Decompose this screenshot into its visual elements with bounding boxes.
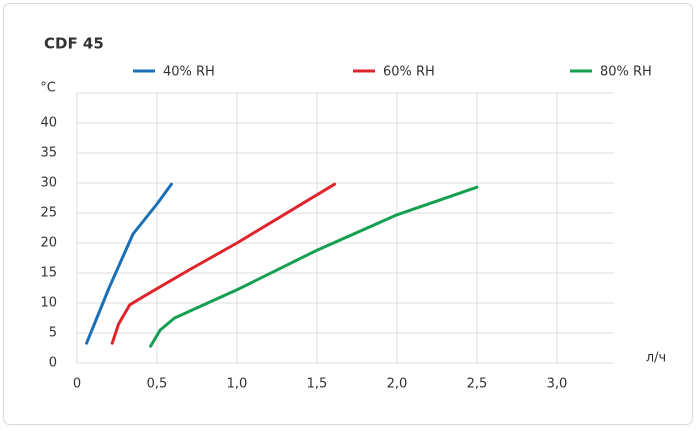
legend-label: 60% RH — [383, 65, 435, 80]
x-tick-label: 1,5 — [307, 377, 328, 392]
legend-label: 80% RH — [600, 65, 652, 80]
y-tick-label: 0 — [49, 356, 57, 371]
y-tick-label: 30 — [40, 176, 57, 191]
x-tick-label: 2,0 — [387, 377, 408, 392]
y-tick-label: 35 — [40, 146, 57, 161]
data-line — [149, 185, 479, 348]
x-tick-label: 0 — [73, 377, 81, 392]
y-tick-label: 5 — [49, 326, 57, 341]
x-tick-label: 3,0 — [547, 377, 568, 392]
x-axis-label: л/ч — [646, 351, 666, 366]
x-tick-label: 2,5 — [467, 377, 488, 392]
x-tick-label: 1,0 — [227, 377, 248, 392]
chart-title: CDF 45 — [44, 35, 104, 53]
y-tick-label: 40 — [40, 116, 57, 131]
y-axis-label: °C — [40, 81, 56, 96]
x-tick-label: 0,5 — [147, 377, 168, 392]
y-tick-label: 15 — [40, 266, 57, 281]
y-tick-label: 10 — [40, 296, 57, 311]
y-tick-label: 20 — [40, 236, 57, 251]
legend-label: 40% RH — [163, 65, 215, 80]
data-line — [110, 182, 337, 345]
card — [3, 3, 693, 425]
data-line — [85, 182, 173, 345]
y-tick-label: 25 — [40, 206, 57, 221]
